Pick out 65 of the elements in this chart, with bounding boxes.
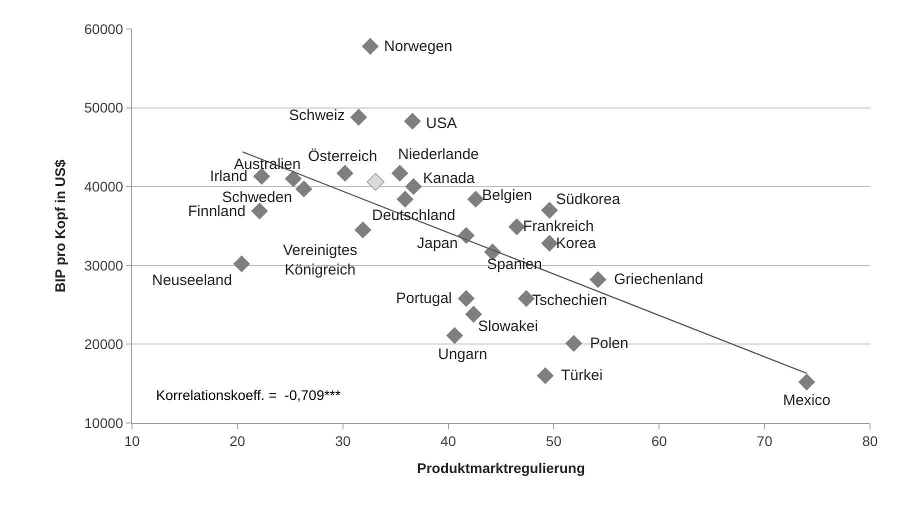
y-tick-label: 20000: [84, 336, 124, 352]
x-tick-label: 40: [440, 432, 456, 449]
y-tick-label: 50000: [84, 100, 124, 116]
point: [391, 164, 408, 182]
annotation: Belgien: [482, 187, 532, 204]
point: [251, 202, 268, 220]
x-tick-label: 60: [651, 432, 668, 449]
y-axis-title: BIP pro Kopf in US$: [52, 159, 68, 292]
annotation: Türkei: [561, 367, 603, 384]
annotation: Irland: [210, 168, 248, 185]
annotation: Ungarn: [438, 346, 488, 363]
x-tick-label: 70: [756, 432, 773, 449]
point: [565, 334, 582, 352]
x-axis-title: Produktmarktregulierung: [416, 460, 586, 476]
point: [366, 172, 384, 191]
point: [590, 271, 606, 288]
x-tick-label: 50: [546, 432, 562, 449]
annotation: Korrelationskoeff. = -0,709***: [156, 387, 342, 403]
annotation: Norwegen: [384, 38, 452, 55]
point: [336, 164, 354, 182]
point: [404, 112, 421, 130]
x-tick-label: 80: [862, 432, 878, 449]
annotation: Finnland: [188, 203, 246, 220]
annotation: Frankreich: [523, 218, 594, 235]
point: [362, 38, 379, 55]
point: [458, 290, 475, 307]
annotation: Portugal: [396, 290, 452, 307]
annotation: Japan: [417, 235, 458, 252]
point: [541, 202, 558, 219]
point: [508, 218, 526, 236]
point: [458, 227, 475, 244]
point: [536, 367, 554, 384]
y-tick-label: 60000: [84, 20, 124, 37]
point: [350, 108, 368, 126]
annotation: Korea: [556, 235, 597, 252]
annotation: Schweiz: [289, 107, 345, 124]
annotation: Tschechien: [532, 292, 608, 309]
x-tick-label: 20: [230, 432, 246, 449]
annotation: USA: [426, 115, 457, 132]
point: [295, 180, 312, 198]
x-tick-label: 30: [335, 432, 351, 449]
annotation: Niederlande: [398, 146, 479, 163]
annotation: Neuseeland: [152, 272, 232, 289]
y-tick-label: 10000: [84, 414, 124, 431]
annotation: Kanada: [423, 170, 476, 187]
point: [233, 255, 250, 272]
point: [798, 374, 816, 390]
y-tick-label: 30000: [84, 257, 124, 274]
point: [405, 178, 422, 196]
annotation: Mexico: [783, 392, 831, 409]
annotation: Slowakei: [478, 318, 538, 335]
point: [541, 234, 558, 252]
point: [446, 327, 464, 344]
annotation: Polen: [590, 335, 628, 352]
annotation: Südkorea: [556, 191, 621, 208]
x-tick-label: 10: [124, 432, 140, 449]
point: [284, 170, 302, 188]
annotation: Griechenland: [614, 271, 704, 288]
annotation: Österreich: [308, 148, 378, 165]
point: [354, 221, 372, 238]
annotation: Vereinigtes Königreich: [283, 242, 358, 278]
point: [467, 190, 484, 208]
annotation: Schweden: [222, 189, 292, 206]
y-tick-label: 40000: [84, 178, 124, 194]
point: [396, 190, 414, 208]
